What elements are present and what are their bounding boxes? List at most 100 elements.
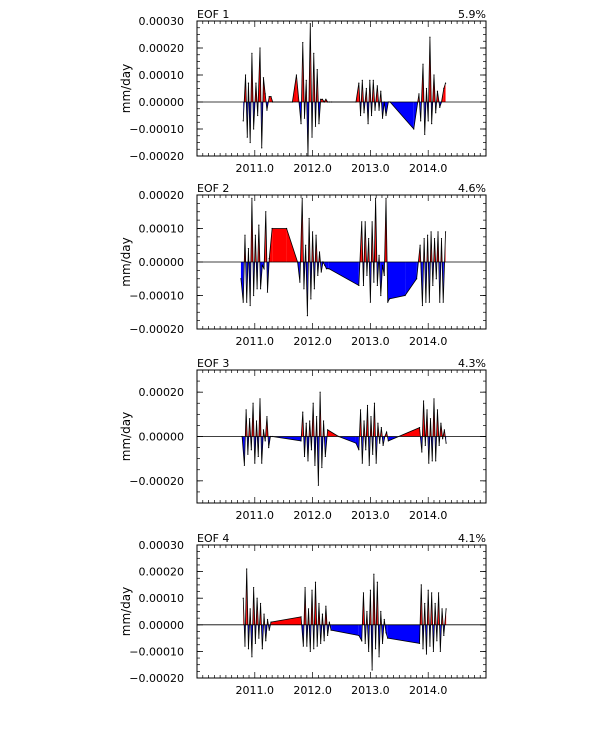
data-point — [363, 112, 365, 114]
y-tick-label: −0.00020 — [129, 475, 184, 488]
data-point — [307, 460, 309, 462]
data-point — [382, 444, 384, 446]
data-point — [385, 431, 388, 433]
x-tick-label: 2012.0 — [293, 162, 332, 175]
data-point — [373, 573, 375, 575]
data-point — [244, 74, 247, 76]
data-point — [366, 274, 368, 276]
data-point — [444, 82, 447, 84]
data-point — [244, 645, 246, 647]
y-tick-label: 0.00010 — [139, 69, 185, 82]
data-point — [305, 244, 307, 246]
y-axis-label: mm/day — [119, 64, 133, 114]
data-point — [435, 460, 437, 462]
data-point — [309, 650, 311, 653]
data-point — [266, 415, 268, 418]
data-point — [433, 237, 436, 240]
data-point — [369, 589, 371, 591]
data-point — [270, 621, 272, 623]
x-tick-label: 2013.0 — [351, 509, 390, 522]
data-point — [313, 648, 315, 650]
data-point — [327, 429, 329, 431]
data-point — [318, 251, 321, 253]
data-point — [416, 278, 418, 280]
data-point — [381, 117, 384, 119]
negative-fill — [389, 262, 406, 299]
data-point — [436, 640, 438, 642]
data-point — [378, 109, 380, 111]
data-point — [303, 288, 305, 290]
data-point — [254, 642, 256, 645]
data-point — [320, 642, 322, 645]
data-point — [247, 453, 249, 455]
data-point — [425, 653, 428, 655]
data-point — [303, 117, 306, 119]
data-point — [327, 634, 329, 637]
data-point — [251, 197, 253, 199]
data-point — [387, 301, 389, 303]
y-tick-label: 0.00020 — [139, 386, 185, 399]
y-tick-label: 0.00000 — [139, 96, 185, 109]
series-line — [240, 198, 446, 316]
data-point — [370, 415, 372, 418]
data-point — [422, 648, 424, 650]
data-point — [427, 234, 429, 236]
data-point — [377, 422, 379, 424]
data-point — [431, 123, 433, 125]
data-point — [421, 304, 424, 307]
eof-panel-4: EOF 4 4.1% mm/day 2011.0 2012.0 2013.0 2014.0 −… — [119, 532, 487, 697]
data-point — [304, 586, 306, 589]
data-point — [426, 409, 428, 411]
data-point — [376, 581, 378, 583]
data-point — [256, 597, 258, 599]
data-point — [261, 648, 263, 650]
data-point — [385, 114, 387, 117]
data-point — [316, 645, 318, 647]
data-point — [442, 438, 444, 440]
data-point — [373, 281, 375, 283]
data-point — [428, 462, 430, 464]
data-point — [313, 288, 315, 290]
data-point — [257, 114, 259, 117]
data-point — [434, 602, 436, 605]
series-line — [241, 392, 447, 486]
data-point — [240, 278, 242, 280]
data-point — [431, 592, 433, 594]
data-point — [419, 244, 421, 246]
data-point — [255, 420, 258, 422]
data-point — [361, 640, 363, 642]
data-point — [435, 278, 437, 280]
data-point — [365, 87, 367, 90]
data-point — [305, 422, 307, 424]
x-tick-label: 2013.0 — [351, 162, 390, 175]
data-point — [433, 74, 435, 76]
x-tick-label: 2014.0 — [409, 162, 448, 175]
data-point — [445, 608, 447, 610]
y-tick-label: 0.00020 — [139, 189, 185, 202]
data-point — [427, 589, 429, 591]
data-point — [425, 87, 428, 90]
data-point — [425, 301, 427, 303]
eof-panels: EOF 1 5.9% mm/day 2011.0 2012.0 2013.0 2014.0 −… — [119, 8, 487, 697]
data-point — [263, 268, 265, 270]
data-point — [429, 418, 432, 420]
data-point — [322, 420, 325, 422]
data-point — [373, 402, 376, 404]
data-point — [268, 96, 270, 98]
data-point — [387, 637, 389, 639]
data-point — [383, 618, 385, 621]
data-point — [253, 294, 255, 297]
data-point — [431, 460, 433, 462]
negative-fill — [387, 624, 420, 644]
positive-fill — [269, 96, 271, 102]
data-point — [300, 616, 302, 618]
data-point — [375, 462, 377, 464]
data-point — [361, 221, 363, 223]
data-point — [372, 453, 374, 455]
data-point — [247, 82, 250, 84]
positive-fill — [270, 616, 302, 625]
data-point — [378, 254, 380, 256]
data-point — [261, 147, 263, 149]
data-point — [440, 422, 442, 424]
data-point — [376, 85, 378, 87]
